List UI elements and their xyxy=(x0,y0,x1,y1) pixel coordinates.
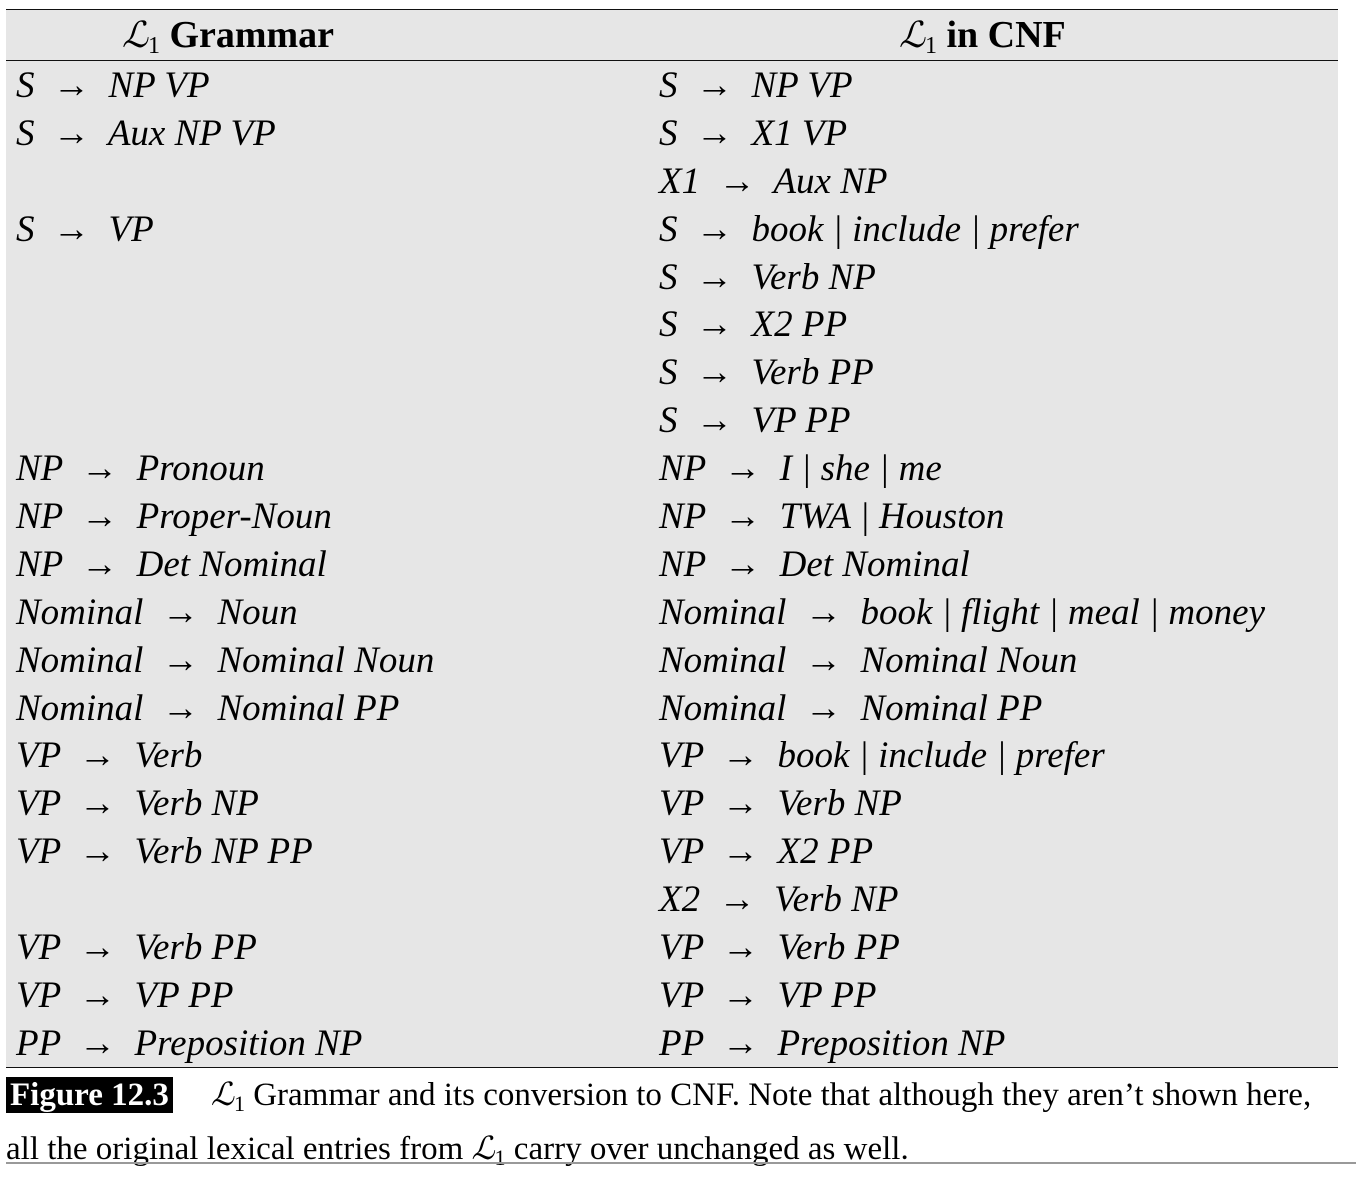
cnf-rule: Nominal → Nominal Noun xyxy=(659,639,1078,681)
left-heading-text: Grammar xyxy=(159,14,335,56)
table-row: VP → Verb NP PP VP → X2 PP xyxy=(6,829,1338,877)
cnf-rule: VP → book | include | prefer xyxy=(659,735,1105,777)
table-row: VP → Verb NP VP → Verb NP xyxy=(6,781,1338,829)
cnf-rule: S → VP PP xyxy=(659,400,851,442)
original-rule: PP → Preposition NP xyxy=(16,1022,363,1064)
original-rule: VP → Verb NP xyxy=(16,783,259,825)
table-row: S → NP VP S → NP VP xyxy=(6,63,1338,111)
table-row: VP → Verb VP → book | include | prefer xyxy=(6,733,1338,781)
original-rule: VP → VP PP xyxy=(16,974,234,1016)
table-row: VP → Verb PP VP → Verb PP xyxy=(6,925,1338,973)
table-row: Nominal → Nominal Noun Nominal → Nominal … xyxy=(6,638,1338,686)
table-row: S → VP S → book | include | prefer xyxy=(6,207,1338,255)
table-row: S → Verb NP xyxy=(6,255,1338,303)
cnf-rule: S → NP VP xyxy=(659,65,853,106)
table-row: Nominal → Noun Nominal → book | flight | … xyxy=(6,590,1338,638)
cnf-rule: X2 → Verb NP xyxy=(659,879,899,921)
cnf-rule: NP → TWA | Houston xyxy=(659,496,1005,538)
table-row: S → Verb PP xyxy=(6,350,1338,398)
cnf-rule: Nominal → book | flight | meal | money xyxy=(659,591,1266,633)
table-row: X2 → Verb NP xyxy=(6,877,1338,925)
cnf-rule: VP → X2 PP xyxy=(659,831,874,873)
original-rule: VP → Verb xyxy=(16,735,203,777)
table-header: ℒ1 Grammar ℒ1 in CNF xyxy=(6,10,1338,61)
table-row: PP → Preposition NP PP → Preposition NP xyxy=(6,1021,1338,1069)
original-rule: VP → Verb NP PP xyxy=(16,831,313,873)
original-rule: Nominal → Nominal Noun xyxy=(16,639,435,681)
original-rule: S → NP VP xyxy=(16,65,210,106)
table-row: NP → Proper-Noun NP → TWA | Houston xyxy=(6,494,1338,542)
table-row: NP → Det Nominal NP → Det Nominal xyxy=(6,542,1338,590)
original-rule: Nominal → Noun xyxy=(16,591,298,633)
cnf-rule: S → book | include | prefer xyxy=(659,208,1079,250)
subscript: 1 xyxy=(924,33,937,59)
original-rule: NP → Pronoun xyxy=(16,448,265,490)
script-l-symbol: ℒ xyxy=(122,15,148,56)
cnf-rule: S → Verb NP xyxy=(659,256,876,298)
table-row: VP → VP PP VP → VP PP xyxy=(6,973,1338,1021)
original-rule: S → Aux NP VP xyxy=(16,112,276,154)
caption-text-end: carry over unchanged as well. xyxy=(505,1131,909,1167)
figure-caption: Figure 12.3 ℒ1 Grammar and its conversion… xyxy=(6,1072,1346,1180)
table-row: X1 → Aux NP xyxy=(6,159,1338,207)
original-rule: NP → Det Nominal xyxy=(16,543,327,585)
right-heading-text: in CNF xyxy=(936,14,1066,56)
original-rule: NP → Proper-Noun xyxy=(16,496,332,538)
cnf-rule: S → X1 VP xyxy=(659,112,848,154)
original-rule: S → VP xyxy=(16,208,154,250)
table-row: Nominal → Nominal PP Nominal → Nominal PP xyxy=(6,686,1338,734)
cnf-rule: VP → VP PP xyxy=(659,974,877,1016)
cnf-rule: S → X2 PP xyxy=(659,304,848,346)
right-column-heading: ℒ1 in CNF xyxy=(899,14,1066,67)
script-l-symbol: ℒ xyxy=(471,1129,495,1167)
script-l-symbol: ℒ xyxy=(210,1075,234,1113)
cnf-rule: S → Verb PP xyxy=(659,352,874,394)
left-column-heading: ℒ1 Grammar xyxy=(122,14,334,67)
cnf-rule: X1 → Aux NP xyxy=(659,160,888,202)
bottom-divider xyxy=(6,1162,1356,1164)
script-l-symbol: ℒ xyxy=(899,15,925,56)
table-row: S → X2 PP xyxy=(6,302,1338,350)
cnf-rule: NP → Det Nominal xyxy=(659,543,970,585)
cnf-rule: NP → I | she | me xyxy=(659,448,942,490)
subscript: 1 xyxy=(147,33,160,59)
cnf-rule: Nominal → Nominal PP xyxy=(659,687,1043,729)
rule-rows: S → NP VP S → NP VP S → Aux NP VP S → X1 VP… xyxy=(6,63,1338,1069)
grammar-table: ℒ1 Grammar ℒ1 in CNF S → NP VP S → NP VP S… xyxy=(6,9,1338,1068)
subscript: 1 xyxy=(233,1091,245,1116)
subscript: 1 xyxy=(494,1145,506,1170)
caption-text: Grammar and its conversion to CNF. Note … xyxy=(6,1077,1312,1167)
figure-label: Figure 12.3 xyxy=(6,1077,173,1113)
cnf-rule: VP → Verb PP xyxy=(659,927,900,969)
table-row: S → VP PP xyxy=(6,398,1338,446)
table-row: NP → Pronoun NP → I | she | me xyxy=(6,446,1338,494)
cnf-rule: VP → Verb NP xyxy=(659,783,902,825)
table-row: S → Aux NP VP S → X1 VP xyxy=(6,111,1338,159)
original-rule: Nominal → Nominal PP xyxy=(16,687,400,729)
original-rule: VP → Verb PP xyxy=(16,927,257,969)
cnf-rule: PP → Preposition NP xyxy=(659,1022,1006,1064)
